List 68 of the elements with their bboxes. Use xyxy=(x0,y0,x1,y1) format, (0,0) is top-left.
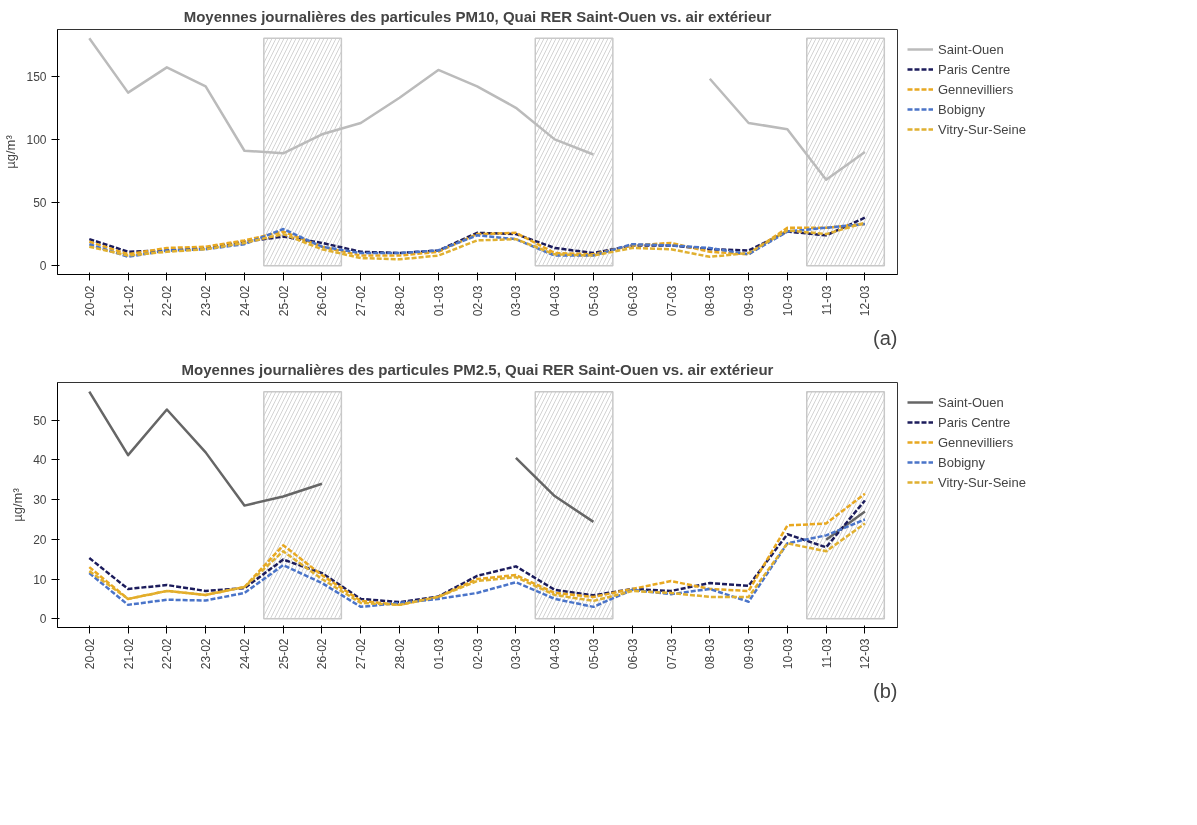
legend-label: Gennevilliers xyxy=(938,434,1014,450)
x-tick-label: 08-03 xyxy=(703,638,718,670)
legend-label: Saint-Ouen xyxy=(938,41,1004,57)
x-tick-label: 09-03 xyxy=(742,285,757,317)
x-tick-label: 07-03 xyxy=(664,285,679,317)
y-tick-label: 100 xyxy=(26,132,47,147)
x-tick-label: 02-03 xyxy=(470,285,485,317)
x-tick-label: 05-03 xyxy=(586,638,601,670)
text: (b) xyxy=(873,679,898,702)
y-tick-label: 50 xyxy=(33,196,47,211)
y-tick-label: 10 xyxy=(33,572,47,587)
x-tick-label: 21-02 xyxy=(121,638,136,670)
x-tick-label: 23-02 xyxy=(199,638,214,670)
x-tick-label: 28-02 xyxy=(393,638,408,670)
x-tick-label: 04-03 xyxy=(548,285,563,317)
x-tick-label: 06-03 xyxy=(625,285,640,317)
y-tick-label: 50 xyxy=(33,413,47,428)
x-tick-label: 09-03 xyxy=(742,638,757,670)
legend-label: Vitry-Sur-Seine xyxy=(938,474,1026,490)
x-tick-label: 21-02 xyxy=(121,285,136,317)
x-tick-label: 22-02 xyxy=(160,638,175,670)
x-tick-label: 11-03 xyxy=(819,285,834,316)
x-tick-label: 26-02 xyxy=(315,638,330,670)
y-tick-label: 0 xyxy=(39,612,47,627)
y-tick-label: 40 xyxy=(33,453,47,468)
x-tick-label: 22-02 xyxy=(160,285,175,317)
x-tick-label: 03-03 xyxy=(509,638,524,670)
y-axis-title: µg/m³ xyxy=(3,134,19,169)
x-tick-label: 27-02 xyxy=(354,638,369,670)
legend-label: Vitry-Sur-Seine xyxy=(938,121,1026,137)
legend-label: Gennevilliers xyxy=(938,81,1014,97)
y-tick-label: 20 xyxy=(33,532,47,547)
x-tick-label: 02-03 xyxy=(470,638,485,670)
legend-label: Paris Centre xyxy=(938,414,1011,430)
x-tick-label: 23-02 xyxy=(199,285,214,317)
x-tick-label: 01-03 xyxy=(431,285,446,317)
x-tick-label: 05-03 xyxy=(586,285,601,317)
x-tick-label: 07-03 xyxy=(664,638,679,670)
y-tick-label: 150 xyxy=(26,69,47,84)
x-tick-label: 24-02 xyxy=(237,285,252,317)
x-tick-label: 01-03 xyxy=(431,638,446,670)
x-tick-label: 25-02 xyxy=(276,638,291,670)
text: (a) xyxy=(873,326,898,349)
chart-title: Moyennes journalières des particules PM2.5, Quai RER Saint-Ouen vs. air extérieur xyxy=(181,360,774,378)
x-tick-label: 12-03 xyxy=(858,638,873,670)
legend-label: Paris Centre xyxy=(938,61,1011,77)
chart-title: Moyennes journalières des particules PM10, Quai RER Saint-Ouen vs. air extérieur xyxy=(183,7,772,25)
legend-label: Saint-Ouen xyxy=(938,394,1004,410)
y-tick-label: 0 xyxy=(39,259,47,274)
x-tick-label: 10-03 xyxy=(780,638,795,670)
x-tick-label: 06-03 xyxy=(625,638,640,670)
x-tick-label: 26-02 xyxy=(315,285,330,317)
x-tick-label: 25-02 xyxy=(276,285,291,317)
legend-label: Bobigny xyxy=(938,101,985,117)
x-tick-label: 27-02 xyxy=(354,285,369,317)
legend-label: Bobigny xyxy=(938,454,985,470)
x-tick-label: 08-03 xyxy=(703,285,718,317)
x-tick-label: 04-03 xyxy=(548,638,563,670)
x-tick-label: 12-03 xyxy=(858,285,873,317)
y-tick-label: 30 xyxy=(33,493,47,508)
y-axis-title: µg/m³ xyxy=(10,487,26,522)
x-tick-label: 24-02 xyxy=(237,638,252,670)
x-tick-label: 10-03 xyxy=(780,285,795,317)
x-tick-label: 03-03 xyxy=(509,285,524,317)
x-tick-label: 11-03 xyxy=(819,638,834,669)
x-tick-label: 20-02 xyxy=(82,285,97,317)
x-tick-label: 20-02 xyxy=(82,638,97,670)
x-tick-label: 28-02 xyxy=(393,285,408,317)
